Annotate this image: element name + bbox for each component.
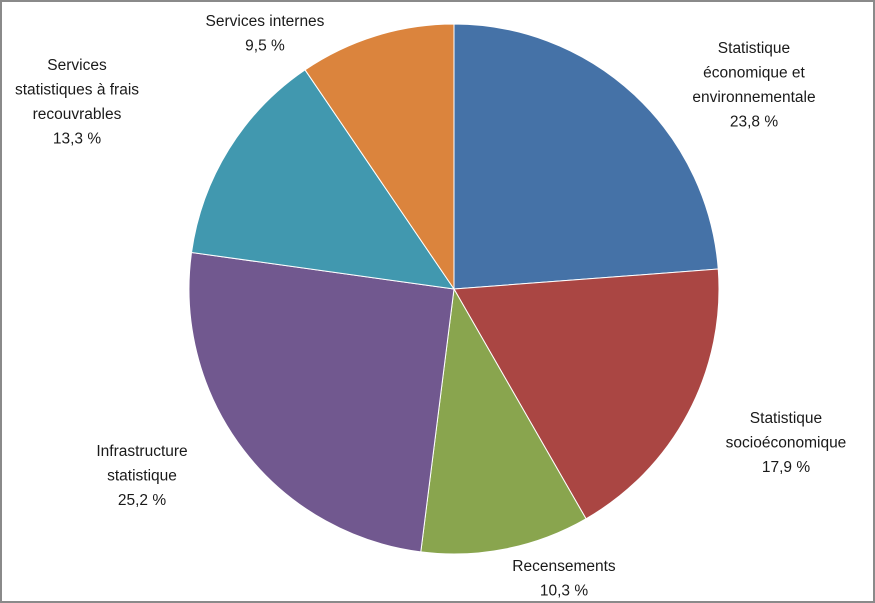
slice-category-label: environnementale xyxy=(692,89,815,106)
slice-category-label: économique et xyxy=(703,65,805,82)
slice-data-label: Statistique économique et environnementale… xyxy=(692,40,815,131)
slice-value-label: 25,2 % xyxy=(118,492,166,509)
slice-category-label: socioéconomique xyxy=(726,435,847,452)
pie-slice xyxy=(453,268,720,520)
slice-value-label: 23,8 % xyxy=(730,114,778,131)
pie-slice xyxy=(420,287,587,555)
pie-slice xyxy=(304,23,455,291)
slice-value-label: 17,9 % xyxy=(762,459,810,476)
pie-slice xyxy=(188,251,455,553)
slice-data-label: Infrastructure statistique 25,2 % xyxy=(96,443,187,509)
slice-category-label: Statistique xyxy=(750,410,822,427)
slice-value-label: 10,3 % xyxy=(540,583,588,600)
slice-category-label: statistiques à frais xyxy=(15,82,139,99)
slice-category-label: Recensements xyxy=(512,558,616,575)
slice-data-label: Services statistiques à frais recouvrables… xyxy=(15,57,139,148)
slice-category-label: Infrastructure xyxy=(96,443,187,460)
slice-category-label: Services xyxy=(47,57,107,74)
slice-category-label: statistique xyxy=(107,468,177,485)
pie-slice xyxy=(453,23,719,290)
slice-category-label: Statistique xyxy=(718,40,790,57)
slice-data-label: Statistique socioéconomique 17,9 % xyxy=(726,410,847,476)
slice-data-label: Recensements 10,3 % xyxy=(512,558,616,600)
slice-category-label: Services internes xyxy=(206,13,325,30)
slice-value-label: 13,3 % xyxy=(53,131,101,148)
slice-value-label: 9,5 % xyxy=(245,38,285,55)
slice-data-label: Services internes 9,5 % xyxy=(206,13,325,55)
slice-category-label: recouvrables xyxy=(33,106,122,123)
pie-slice xyxy=(190,69,456,290)
